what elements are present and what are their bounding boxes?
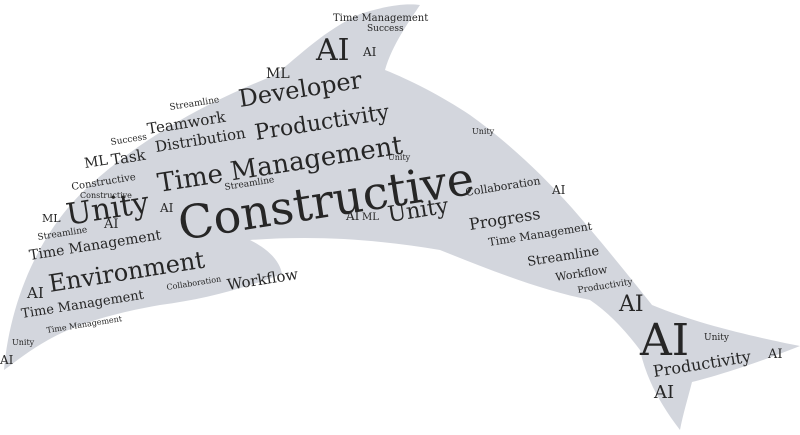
word-ai: AI	[315, 33, 350, 68]
word-ai: AI	[653, 382, 674, 403]
word-ai: AI	[26, 284, 44, 302]
word-ai: AI	[639, 315, 689, 366]
word-time-management: Time Management	[333, 13, 428, 24]
word-ai: AI	[103, 217, 119, 232]
word-ai: AI	[159, 201, 174, 215]
word-unity: Unity	[704, 333, 730, 343]
word-success: Success	[367, 24, 404, 34]
word-unity: Unity	[12, 338, 35, 347]
word-ml: ML	[266, 66, 290, 82]
word-ai: AI	[618, 292, 644, 317]
word-constructive: Constructive	[80, 191, 132, 200]
word-ai: AI	[345, 209, 360, 223]
word-task: Task	[110, 146, 148, 169]
word-ai: AI	[0, 353, 14, 367]
word-ml: ML	[362, 212, 379, 223]
word-ai: AI	[551, 183, 566, 197]
word-ml: ML	[83, 152, 109, 172]
word-ml: ML	[42, 212, 61, 225]
word-unity: Unity	[472, 127, 495, 136]
word-unity: Unity	[388, 153, 411, 162]
dolphin-silhouette	[4, 4, 800, 431]
word-ai: AI	[767, 347, 783, 362]
word-ai: AI	[362, 45, 377, 59]
